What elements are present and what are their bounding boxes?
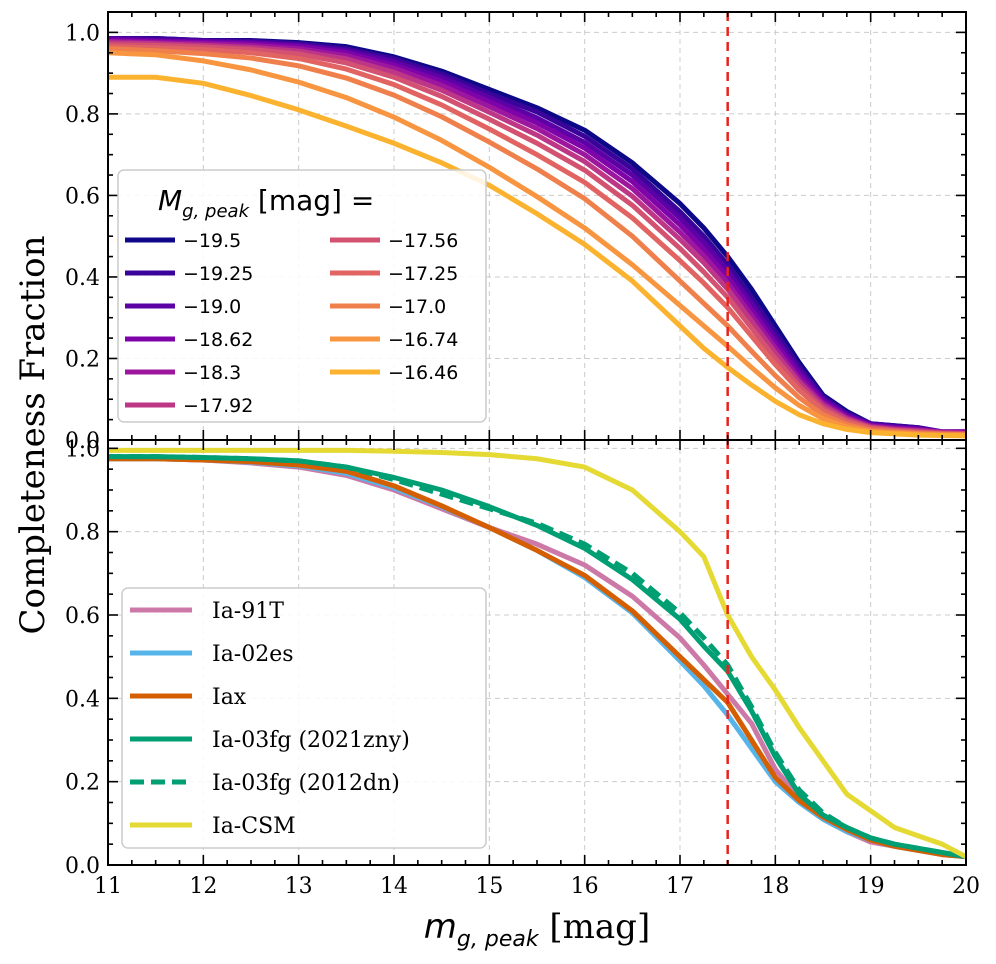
y-tick-label: 0.8 (65, 103, 100, 128)
legend-label-19-5: −19.5 (183, 230, 241, 252)
legend-label-ia-03fg-2012dn: Ia-03fg (2012dn) (212, 771, 400, 796)
legend-label-18-62: −18.62 (183, 329, 253, 351)
x-tick-label: 18 (761, 874, 789, 899)
x-tick-labels: 11 12 13 14 15 16 17 18 19 20 (94, 874, 980, 899)
y-tick-label: 1.0 (65, 21, 100, 46)
series-line-ia-03fg-2012dn (108, 454, 966, 860)
x-tick-label: 12 (189, 874, 217, 899)
legend-label-16-74: −16.74 (388, 329, 458, 351)
legend-label-iax: Iax (212, 685, 247, 710)
top-legend: Mg, peak [mag] = −19.5 −19.25 −19.0 −18.62 −1… (117, 169, 487, 423)
legend-label-17-56: −17.56 (388, 230, 458, 252)
top-panel: 0.0 0.2 0.4 0.6 0.8 1.0 Mg, peak [mag] = −19.5… (65, 11, 967, 454)
legend-label-16-46: −16.46 (388, 362, 458, 384)
legend-label-17-0: −17.0 (388, 296, 446, 318)
series-line-ia-csm (108, 447, 966, 859)
y-tick-label: 0.4 (65, 266, 100, 291)
legend-label-ia-02es: Ia-02es (212, 642, 294, 667)
top-ticks (107, 11, 967, 441)
y-tick-label: 0.2 (65, 771, 100, 796)
x-axis-title-unit: [mag] (539, 907, 651, 947)
y-axis-title: Completeness Fraction (13, 235, 53, 634)
legend-label-18-3: −18.3 (183, 362, 241, 384)
y-tick-label: 1.0 (65, 437, 100, 462)
x-axis-title-main: m (424, 907, 457, 947)
bottom-series-lines (108, 447, 966, 860)
x-axis-title-sub: g, peak (457, 927, 540, 952)
top-legend-box (117, 169, 487, 423)
y-tick-label: 0.6 (65, 184, 100, 209)
x-tick-label: 19 (857, 874, 885, 899)
x-tick-label: 20 (952, 874, 980, 899)
bottom-ticks (107, 440, 967, 866)
x-tick-label: 13 (285, 874, 313, 899)
top-y-tick-labels: 0.0 0.2 0.4 0.6 0.8 1.0 (65, 21, 100, 454)
y-tick-label: 0.0 (65, 854, 100, 879)
legend-label-ia-csm: Ia-CSM (212, 814, 296, 839)
x-tick-label: 15 (475, 874, 503, 899)
y-tick-label: 0.2 (65, 347, 100, 372)
legend-title-main: M (158, 184, 182, 217)
legend-label-17-25: −17.25 (388, 263, 458, 285)
y-tick-label: 0.0 (65, 429, 100, 454)
legend-label-19-0: −19.0 (183, 296, 241, 318)
y-tick-label: 0.4 (65, 687, 100, 712)
y-tick-label: 0.8 (65, 521, 100, 546)
x-tick-label: 16 (571, 874, 599, 899)
x-tick-label: 14 (380, 874, 408, 899)
bottom-legend: Ia-91T Ia-02es Iax Ia-03fg (2021zny) Ia-03fg… (121, 587, 487, 849)
legend-label-17-92: −17.92 (183, 395, 253, 417)
bottom-y-tick-labels: 0.0 0.2 0.4 0.6 0.8 1.0 (65, 437, 100, 879)
legend-label-19-25: −19.25 (183, 263, 253, 285)
y-tick-label: 0.6 (65, 604, 100, 629)
bottom-panel: 0.00.20.40.60.81.0 11 12 13 14 15 16 17 18 19 20 … (65, 437, 980, 899)
bottom-legend-box (121, 587, 487, 849)
x-axis-title: mg, peak [mag] (424, 907, 650, 952)
legend-label-ia-03fg-2021zny: Ia-03fg (2021zny) (212, 728, 410, 753)
x-tick-label: 11 (94, 874, 122, 899)
legend-title-sub: g, peak (182, 201, 250, 222)
top-legend-title: Mg, peak [mag] = (158, 184, 374, 222)
legend-label-ia-91t: Ia-91T (212, 599, 284, 624)
x-tick-label: 17 (666, 874, 694, 899)
legend-title-suffix: [mag] = (249, 184, 374, 217)
